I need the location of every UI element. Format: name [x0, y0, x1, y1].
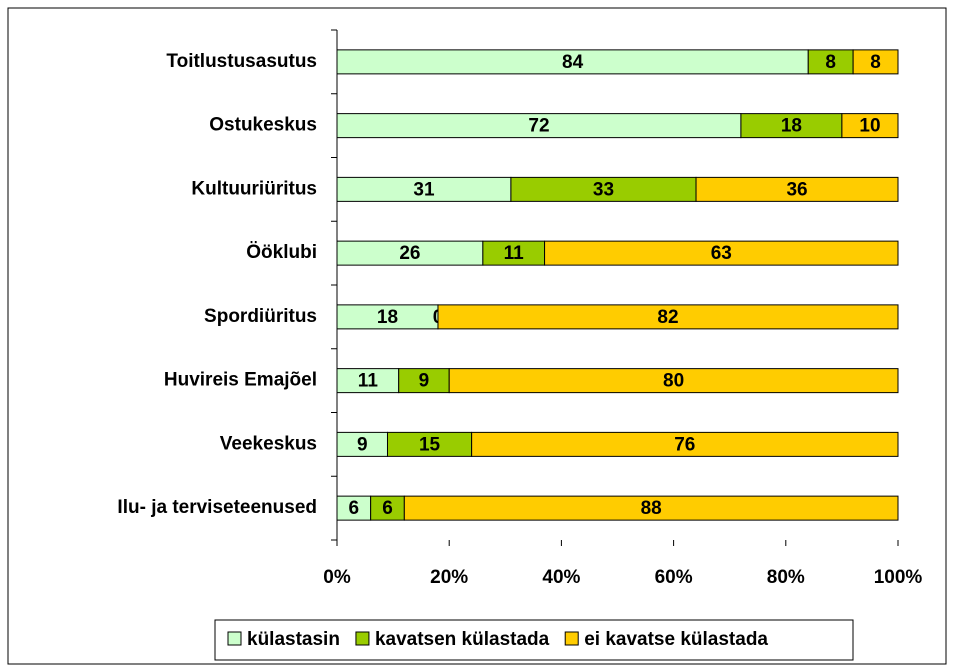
data-label: 9: [419, 371, 430, 392]
data-label: 18: [781, 116, 802, 137]
data-label: 8: [825, 52, 836, 73]
bar-segment: [437, 304, 899, 330]
y-tick-label: Spordiüritus: [204, 306, 317, 327]
legend-box: [214, 619, 854, 661]
y-tick-label: Kultuuriüritus: [191, 178, 317, 199]
x-tick-label: 0%: [323, 567, 351, 588]
legend-swatch: [564, 631, 579, 646]
x-tick-label: 40%: [542, 567, 580, 588]
bar-segment: [336, 49, 809, 75]
legend-swatch: [227, 631, 242, 646]
bar-segment: [740, 113, 843, 139]
legend-label: kavatsen külastada: [375, 629, 550, 650]
y-tick-label: Ilu- ja terviseteenused: [117, 497, 317, 518]
y-tick-label: Veekeskus: [220, 433, 317, 454]
bar-segment: [510, 176, 697, 202]
data-label: 11: [504, 243, 525, 264]
data-label: 8: [870, 52, 881, 73]
y-tick-label: Ostukeskus: [209, 115, 317, 136]
bar-segment: [544, 240, 899, 266]
y-tick-label: Ööklubi: [246, 242, 317, 263]
data-label: 6: [349, 498, 360, 519]
data-label: 76: [674, 434, 695, 455]
data-label: 31: [413, 179, 435, 200]
x-tick-label: 20%: [430, 567, 468, 588]
data-label: 15: [419, 434, 441, 455]
data-label: 72: [528, 116, 549, 137]
bar-segment: [403, 495, 899, 521]
data-label: 6: [382, 498, 393, 519]
bar-segment: [336, 240, 484, 266]
bar-segment: [471, 431, 899, 457]
y-tick-label: Huvireis Emajõel: [164, 370, 317, 391]
data-label: 80: [663, 371, 684, 392]
y-tick-label: Toitlustusasutus: [166, 51, 317, 72]
data-label: 84: [562, 52, 584, 73]
bar-segment: [336, 368, 400, 394]
bar-segment: [398, 368, 450, 394]
bar-segment: [807, 49, 854, 75]
bar-segment: [695, 176, 899, 202]
legend-label: ei kavatse külastada: [584, 629, 768, 650]
data-label: 18: [377, 307, 398, 328]
legend-swatch: [355, 631, 370, 646]
bar-segment: [482, 240, 546, 266]
x-tick-label: 100%: [874, 567, 923, 588]
chart-border: [7, 7, 947, 665]
data-label: 33: [593, 179, 614, 200]
bar-segment: [852, 49, 899, 75]
bar-segment: [841, 113, 899, 139]
data-label: 9: [357, 434, 368, 455]
x-tick-label: 80%: [767, 567, 805, 588]
x-tick-label: 60%: [655, 567, 693, 588]
bar-segment: [386, 431, 473, 457]
data-label: 63: [711, 243, 732, 264]
data-label: 10: [859, 116, 880, 137]
data-label: 26: [399, 243, 420, 264]
data-label: 88: [641, 498, 662, 519]
bar-segment: [336, 176, 512, 202]
legend-label: külastasin: [247, 629, 340, 650]
data-label: 36: [786, 179, 807, 200]
bar-segment: [336, 304, 439, 330]
data-label: 82: [657, 307, 678, 328]
bar-segment: [448, 368, 899, 394]
data-label: 11: [358, 371, 379, 392]
